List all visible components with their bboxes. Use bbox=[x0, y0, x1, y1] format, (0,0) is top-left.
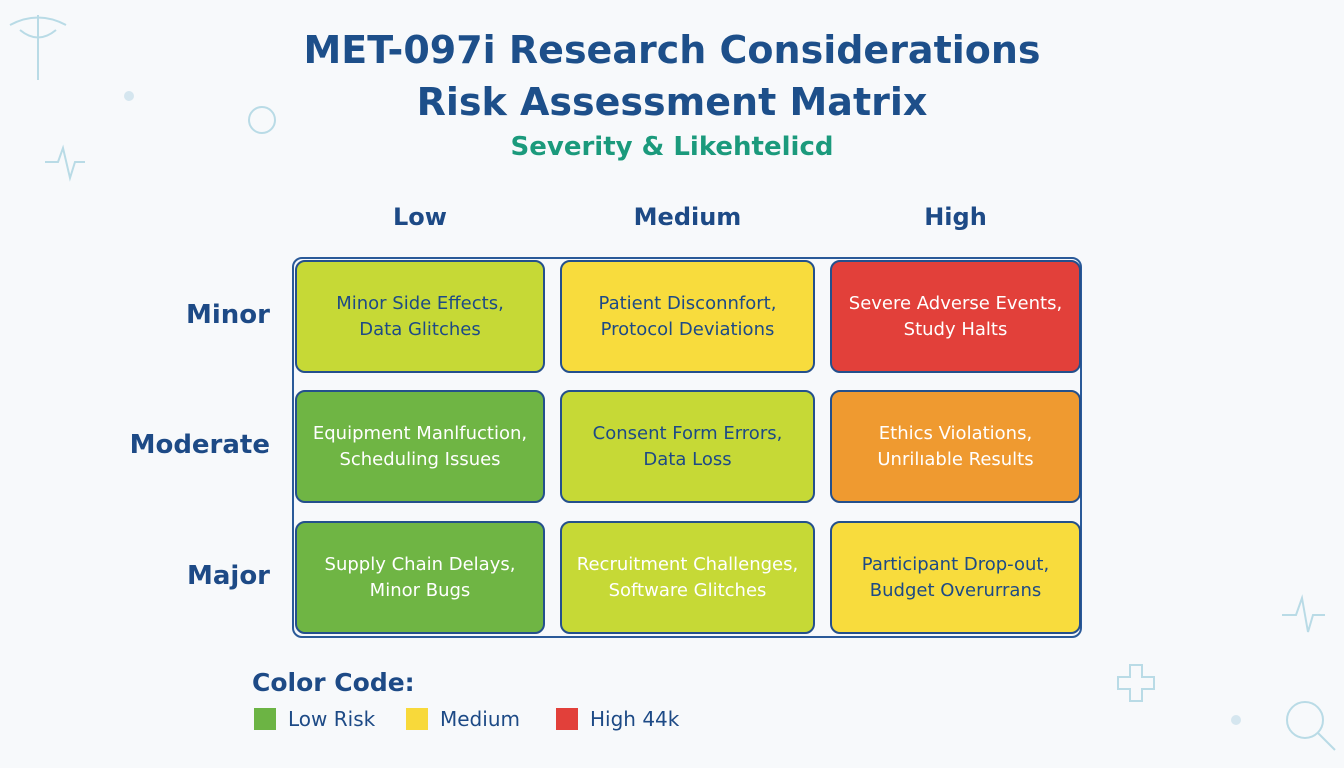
cell-text: Recruitment Challenges, bbox=[576, 553, 799, 575]
legend-label: Medium bbox=[440, 707, 520, 731]
row-header: Major bbox=[186, 560, 270, 591]
column-header: Low bbox=[393, 203, 447, 231]
row-header: Moderate bbox=[129, 429, 270, 460]
cell-text: Budget Overurrans bbox=[869, 579, 1042, 601]
matrix-cell: Consent Form Errors, Data Loss bbox=[560, 390, 815, 503]
column-header: High bbox=[924, 203, 987, 231]
matrix-cell: Patient Disconnfort, Protocol Deviations bbox=[560, 260, 815, 373]
gear-icon bbox=[248, 106, 276, 134]
cell-text: Protocol Deviations bbox=[600, 318, 775, 340]
title-line: MET-097i Research Considerations bbox=[303, 28, 1041, 72]
cell-text: Data Loss bbox=[643, 448, 732, 470]
cell-text: Consent Form Errors, bbox=[592, 422, 783, 444]
cell-text: Software Glitches bbox=[608, 579, 767, 601]
magnifier-icon bbox=[1286, 701, 1324, 739]
cell-text: Equipment Manlfuction, bbox=[312, 422, 528, 444]
matrix-frame bbox=[292, 257, 1082, 638]
cell-text: Patient Disconnfort, bbox=[598, 292, 777, 314]
legend-label: Low Risk bbox=[288, 707, 376, 731]
cell-text: Study Halts bbox=[903, 318, 1008, 340]
row-header: Minor bbox=[186, 299, 270, 330]
pulse-icon bbox=[1282, 594, 1325, 633]
legend-title: Color Code: bbox=[252, 668, 415, 697]
matrix-cell: Severe Adverse Events, Study Halts bbox=[830, 260, 1081, 373]
matrix-cell: Participant Drop-out, Budget Overurrans bbox=[830, 521, 1081, 634]
cell-text: Participant Drop-out, bbox=[861, 553, 1050, 575]
matrix-cell: Ethics Violations, Unrilıable Results bbox=[830, 390, 1081, 503]
cell-text: Minor Bugs bbox=[369, 579, 471, 601]
dot bbox=[1231, 715, 1241, 725]
legend-swatch bbox=[406, 708, 428, 730]
matrix-cell: Supply Chain Delays, Minor Bugs bbox=[295, 521, 545, 634]
subtitle: Severity & Likehtelicd bbox=[510, 132, 834, 162]
matrix-cell: Minor Side Effects, Data Glitches bbox=[295, 260, 545, 373]
dot bbox=[124, 91, 134, 101]
magnifier-handle bbox=[1317, 732, 1336, 751]
cell-text: Ethics Violations, bbox=[878, 422, 1033, 444]
caduceus-icon bbox=[9, 15, 67, 80]
cell-text: Minor Side Effects, bbox=[336, 292, 504, 314]
matrix-cell: Recruitment Challenges, Software Glitches bbox=[560, 521, 815, 634]
cross-icon bbox=[1117, 664, 1155, 702]
matrix-cell: Equipment Manlfuction, Scheduling Issues bbox=[295, 390, 545, 503]
column-header: Medium bbox=[633, 203, 742, 231]
cell-text: Severe Adverse Events, bbox=[848, 292, 1063, 314]
pulse-icon bbox=[45, 144, 85, 182]
legend-swatch bbox=[254, 708, 276, 730]
cell-text: Scheduling Issues bbox=[339, 448, 501, 470]
legend-swatch bbox=[556, 708, 578, 730]
title-line: Risk Assessment Matrix bbox=[416, 80, 928, 124]
cell-text: Supply Chain Delays, bbox=[324, 553, 516, 575]
cell-text: Unrilıable Results bbox=[877, 448, 1034, 470]
cell-text: Data Glitches bbox=[359, 318, 481, 340]
legend-label: High 44k bbox=[590, 707, 680, 731]
